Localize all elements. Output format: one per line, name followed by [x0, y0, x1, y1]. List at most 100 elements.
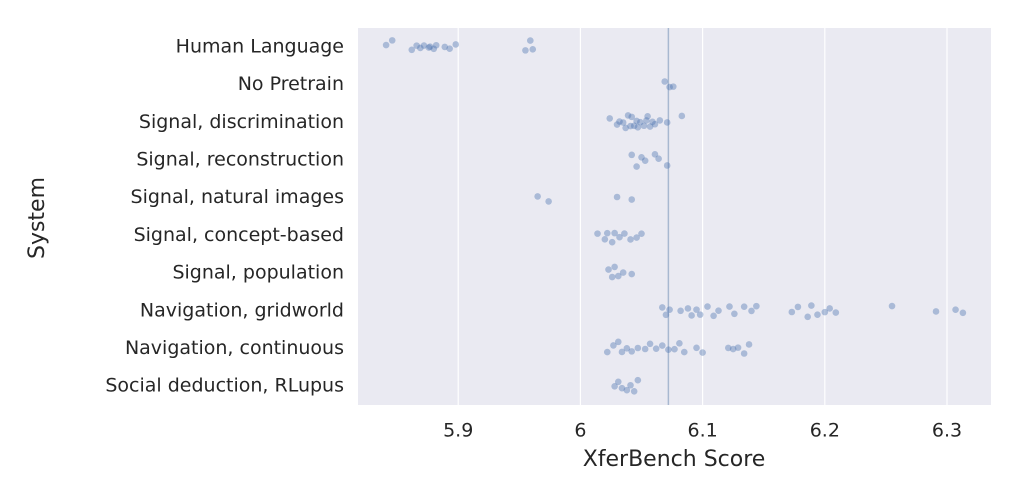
point: [608, 238, 616, 246]
point: [814, 311, 821, 319]
point: [614, 378, 622, 386]
point: [666, 83, 673, 91]
point: [740, 303, 748, 310]
marks: [382, 37, 967, 395]
point: [656, 117, 664, 124]
y-tick-label: Signal, concept-based: [134, 224, 344, 246]
point: [652, 345, 660, 352]
point: [628, 270, 636, 278]
point: [826, 305, 833, 312]
point: [696, 311, 704, 318]
point: [613, 121, 621, 128]
point: [731, 310, 738, 318]
y-tick-label: Navigation, continuous: [125, 337, 344, 359]
point: [603, 229, 611, 237]
point: [608, 273, 616, 281]
point: [527, 37, 534, 44]
point: [658, 342, 666, 349]
x-tick-label: 6.3: [932, 420, 962, 442]
point: [623, 386, 631, 394]
point: [677, 307, 684, 315]
x-tick-label: 6.1: [687, 420, 717, 442]
point: [678, 112, 686, 120]
point: [699, 349, 706, 356]
point: [665, 346, 672, 353]
point: [888, 302, 896, 310]
point: [959, 309, 967, 317]
point: [663, 119, 671, 126]
point: [630, 122, 638, 130]
point: [611, 382, 618, 390]
y-tick-label: Signal, reconstruction: [136, 148, 344, 170]
point: [614, 338, 622, 346]
point: [646, 123, 654, 130]
point: [628, 151, 636, 159]
point: [715, 307, 722, 314]
point: [611, 229, 618, 237]
point: [616, 118, 623, 125]
point: [704, 303, 711, 310]
point: [622, 124, 629, 132]
point: [618, 348, 626, 356]
point: [594, 230, 601, 237]
point: [545, 198, 552, 205]
plot-area: [358, 28, 991, 405]
point: [748, 307, 755, 315]
x-axis-label: XferBench Score: [583, 447, 766, 472]
point: [446, 45, 453, 52]
point: [627, 236, 634, 243]
point: [618, 384, 626, 392]
point: [529, 46, 537, 53]
point: [623, 344, 631, 352]
point: [624, 112, 632, 119]
point: [413, 42, 420, 49]
point: [663, 162, 671, 169]
point: [666, 306, 673, 313]
point: [676, 340, 683, 347]
point: [661, 78, 669, 85]
y-tick-label: No Pretrain: [238, 73, 344, 95]
point: [420, 42, 428, 49]
point: [426, 43, 434, 50]
point: [710, 312, 717, 320]
point: [611, 263, 618, 271]
point: [432, 41, 440, 49]
point: [417, 44, 424, 52]
point: [638, 230, 645, 237]
point: [794, 303, 802, 311]
point: [808, 302, 815, 309]
y-tick-label: Signal, population: [172, 262, 344, 284]
point: [680, 348, 688, 356]
point: [658, 304, 666, 311]
point: [745, 341, 753, 348]
point: [734, 344, 742, 351]
point: [633, 117, 640, 125]
point: [601, 236, 609, 243]
point: [651, 120, 659, 128]
point: [605, 266, 612, 273]
point: [662, 311, 670, 319]
point: [619, 269, 627, 276]
point: [788, 308, 796, 316]
y-tick-label: Signal, natural images: [131, 186, 344, 208]
y-tick-label: Navigation, gridworld: [140, 299, 344, 321]
point: [425, 44, 433, 51]
point: [452, 41, 460, 48]
point: [430, 45, 438, 53]
point: [614, 272, 622, 280]
point: [649, 118, 656, 126]
point: [603, 348, 611, 356]
point: [646, 340, 654, 348]
y-tick-label: Social deduction, RLupus: [105, 375, 344, 397]
point: [616, 233, 623, 241]
point: [640, 122, 648, 130]
point: [627, 122, 634, 130]
point: [388, 37, 396, 44]
point: [688, 312, 695, 319]
point: [634, 344, 642, 352]
y-tick-label: Human Language: [176, 35, 344, 57]
point: [804, 313, 811, 321]
point: [671, 345, 678, 353]
point: [641, 157, 649, 164]
